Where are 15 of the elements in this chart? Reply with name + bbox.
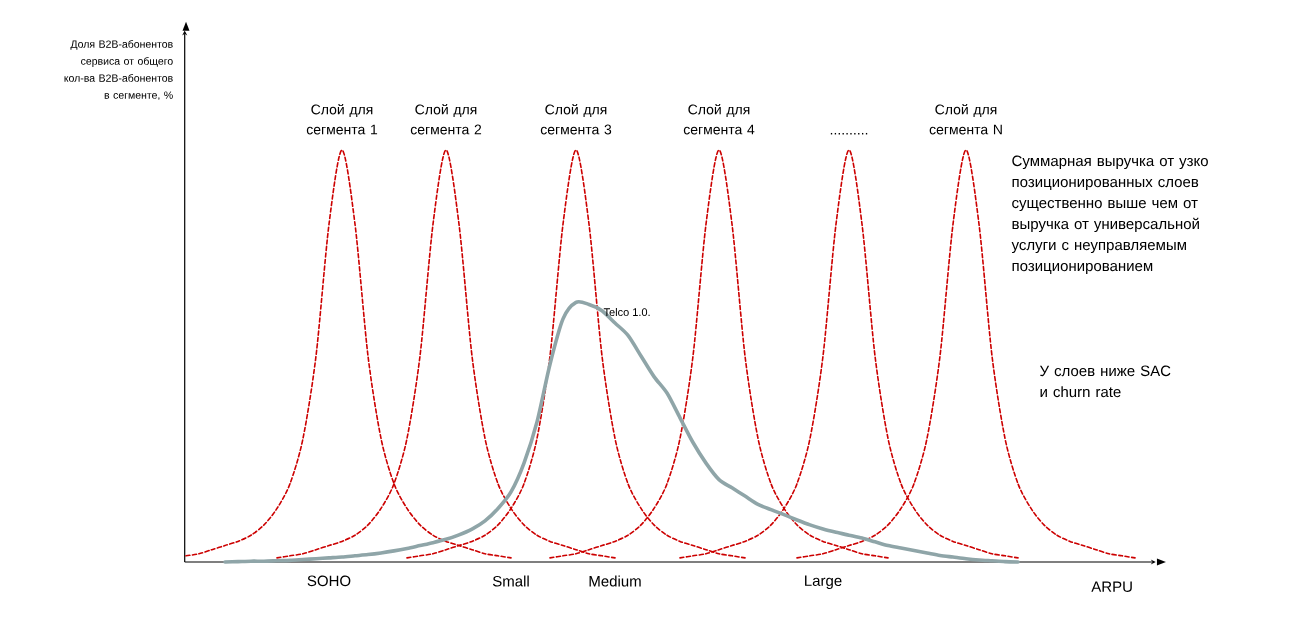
annotation: У слоев ниже SAC и churn rate [1039,365,1171,398]
text: Слой для сегмента 4 [683,103,755,135]
annotation: Суммарная выручка от узко позиционированных слоев существенно выше чем от выручка от универсальной услуги с неуправляемым позиционированием [1011,155,1208,275]
text: Слой для сегмента 3 [540,103,612,135]
series-label: .......... [830,132,868,135]
text: Слой для сегмента N [929,103,1002,135]
x-tick-label: Medium [589,575,641,587]
text: Слой для сегмента 2 [410,103,482,135]
y-axis-title: Доля B2B-абонентов сервиса от общего кол-ва B2B-абонентов в сегменте, % [64,40,173,101]
x-axis-title: ARPU [1091,581,1132,592]
series-label: Telco 1.0. [603,307,650,317]
x-tick-label: Small [492,575,529,587]
x-tick-label: Large [805,575,842,589]
text: Слой для сегмента 1 [306,103,378,135]
x-tick-label: SOHO [307,575,351,587]
